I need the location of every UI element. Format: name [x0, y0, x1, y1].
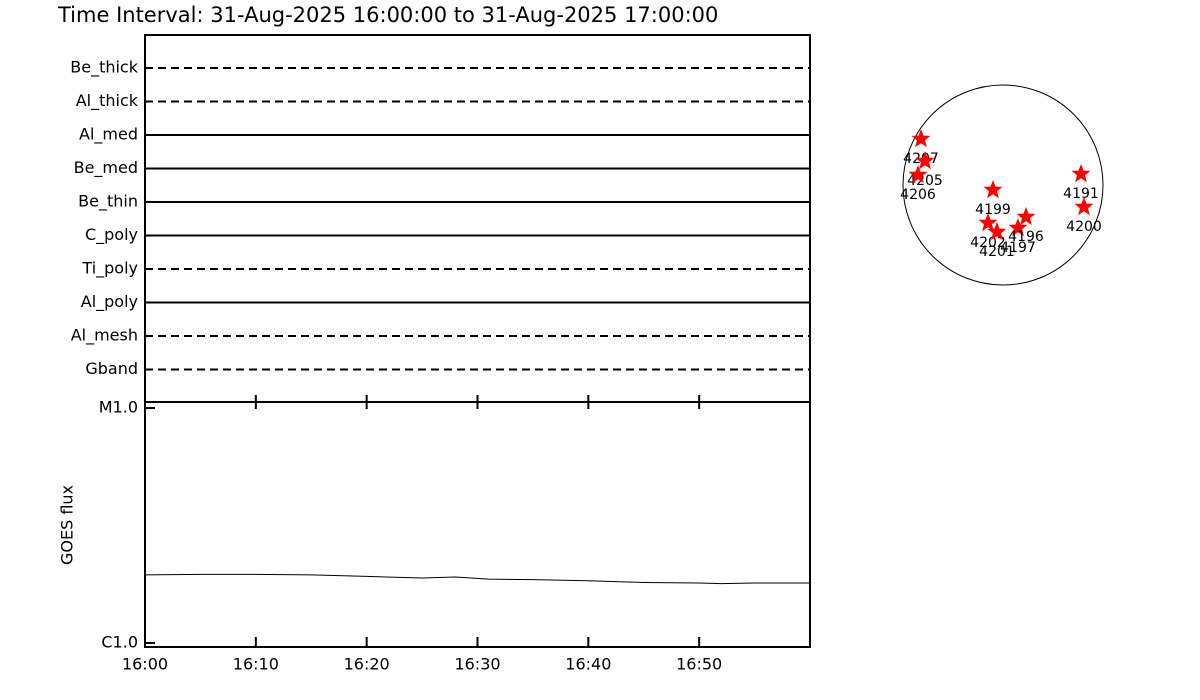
ar-star	[1016, 207, 1036, 226]
ar-star	[915, 151, 935, 170]
ar-label: 4191	[1063, 186, 1099, 202]
ar-label: 4201	[979, 244, 1015, 260]
x-tick-label: 16:50	[676, 655, 722, 674]
filter-panel	[144, 34, 811, 403]
goes-panel	[144, 401, 811, 648]
ar-star	[987, 222, 1007, 241]
y-axis-label: GOES flux	[58, 485, 77, 565]
ar-label: 4199	[975, 202, 1011, 218]
ar-label: 4197	[1000, 240, 1036, 256]
ar-label: 4206	[900, 187, 936, 203]
ar-star	[1074, 197, 1094, 216]
goes-line	[144, 573, 810, 585]
filter-label: Be_med	[74, 158, 138, 178]
ar-star	[1071, 164, 1091, 183]
filter-label: Al_mesh	[71, 326, 138, 346]
filter-label: Ti_poly	[81, 259, 138, 279]
ar-star	[1008, 218, 1028, 237]
filter-label: Al_med	[79, 125, 138, 145]
ar-label: 4200	[1066, 219, 1102, 235]
filter-label: Al_poly	[81, 292, 138, 312]
x-tick-label: 16:00	[122, 655, 168, 674]
ar-star	[911, 129, 931, 148]
filter-label: Be_thin	[78, 192, 138, 212]
title: Time Interval: 31-Aug-2025 16:00:00 to 3…	[57, 3, 718, 27]
ar-label: 4202	[970, 235, 1006, 251]
x-tick-label: 16:30	[454, 655, 500, 674]
x-tick-label: 16:20	[344, 655, 390, 674]
solar-disk	[902, 84, 1104, 286]
filter-label: Al_thick	[76, 91, 139, 111]
ar-star	[978, 213, 998, 232]
x-tick-label: 16:10	[233, 655, 279, 674]
filter-label: C_poly	[85, 225, 138, 245]
ar-star	[908, 165, 928, 184]
ar-star	[983, 180, 1003, 199]
x-tick-label: 16:40	[565, 655, 611, 674]
filter-label: Gband	[85, 359, 138, 378]
ar-label: 4196	[1008, 229, 1044, 245]
y-tick-label: M1.0	[99, 398, 138, 417]
filter-label: Be_thick	[70, 58, 138, 78]
y-tick-label: C1.0	[101, 633, 138, 652]
